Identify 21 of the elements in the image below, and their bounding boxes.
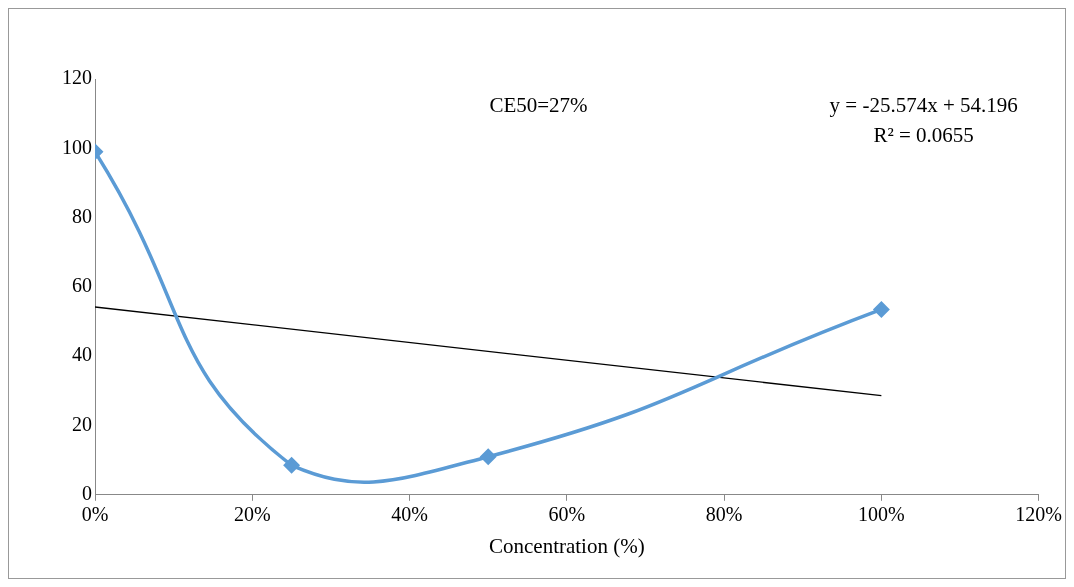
x-tick-label: 0%: [81, 503, 109, 526]
x-tick-label: 40%: [391, 503, 428, 526]
y-tick-label: 80: [72, 204, 92, 227]
y-tick-label: 60: [72, 274, 92, 297]
annotation: y = -25.574x + 54.196: [829, 92, 1018, 117]
point: [283, 457, 300, 474]
x-tick-label: 20%: [233, 503, 271, 526]
y-tick-label: 100: [62, 135, 92, 158]
point: [873, 301, 890, 318]
y-tick-label: 20: [72, 412, 92, 435]
y-tick-label: 120: [62, 66, 92, 89]
annotation: CE50=27%: [489, 92, 588, 117]
x-tick-label: 60%: [548, 503, 586, 526]
x-axis-title: Concentration (%): [488, 533, 645, 558]
x-tick-label: 100%: [858, 503, 905, 526]
y-tick-label: 40: [72, 343, 92, 366]
x-tick-label: 120%: [1015, 503, 1063, 526]
point: [480, 448, 496, 465]
annotation: R² = 0.0655: [873, 122, 974, 147]
x-tick-label: 80%: [705, 503, 743, 526]
y-tick-label: 0: [82, 482, 92, 505]
